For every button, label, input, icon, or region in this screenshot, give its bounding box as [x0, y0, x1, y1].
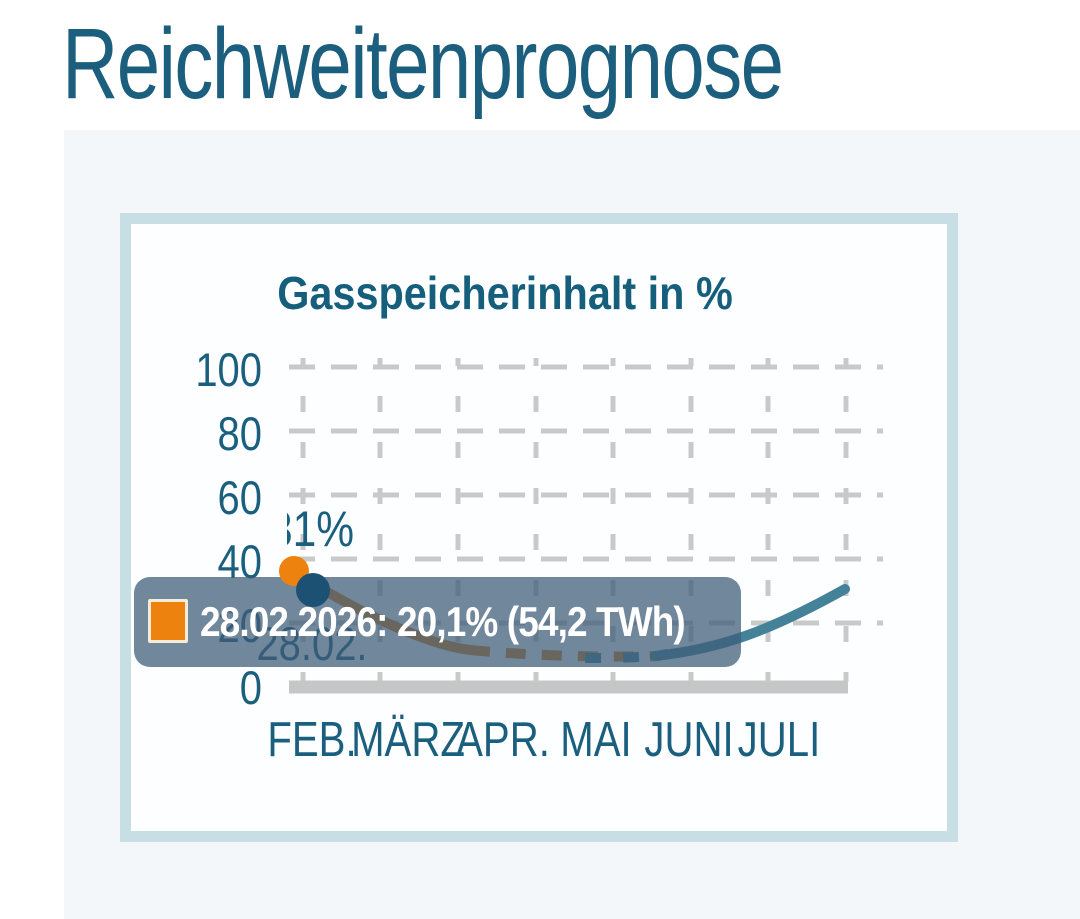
y-axis-tick-100: 100 [195, 343, 262, 396]
y-axis-tick-60: 60 [217, 471, 262, 524]
tooltip-text: 28.02.2026: 20,1% (54,2 TWh) [200, 598, 686, 645]
x-axis-tick-juli: JULI [737, 713, 821, 767]
y-axis-tick-80: 80 [217, 407, 262, 460]
x-axis-tick-mai: MAI [560, 713, 632, 767]
chart-tooltip: 28.02.2026: 20,1% (54,2 TWh) [134, 577, 741, 667]
tooltip-series-swatch-icon [148, 599, 188, 643]
x-axis-tick-apr: APR. [456, 713, 550, 767]
page-title: Reichweitenprognose [62, 8, 784, 120]
chart-title: Gasspeicherinhalt in % [277, 267, 733, 319]
x-axis-tick-feb: FEB. [267, 713, 357, 767]
chart-card [120, 213, 958, 842]
x-axis-tick-maerz: MÄRZ [351, 713, 465, 767]
current-level-label: 31% [287, 501, 355, 557]
y-axis-tick-0: 0 [239, 661, 262, 714]
x-axis-tick-juni: JUNI [644, 713, 734, 767]
hovered-forecast-point[interactable] [296, 573, 330, 607]
